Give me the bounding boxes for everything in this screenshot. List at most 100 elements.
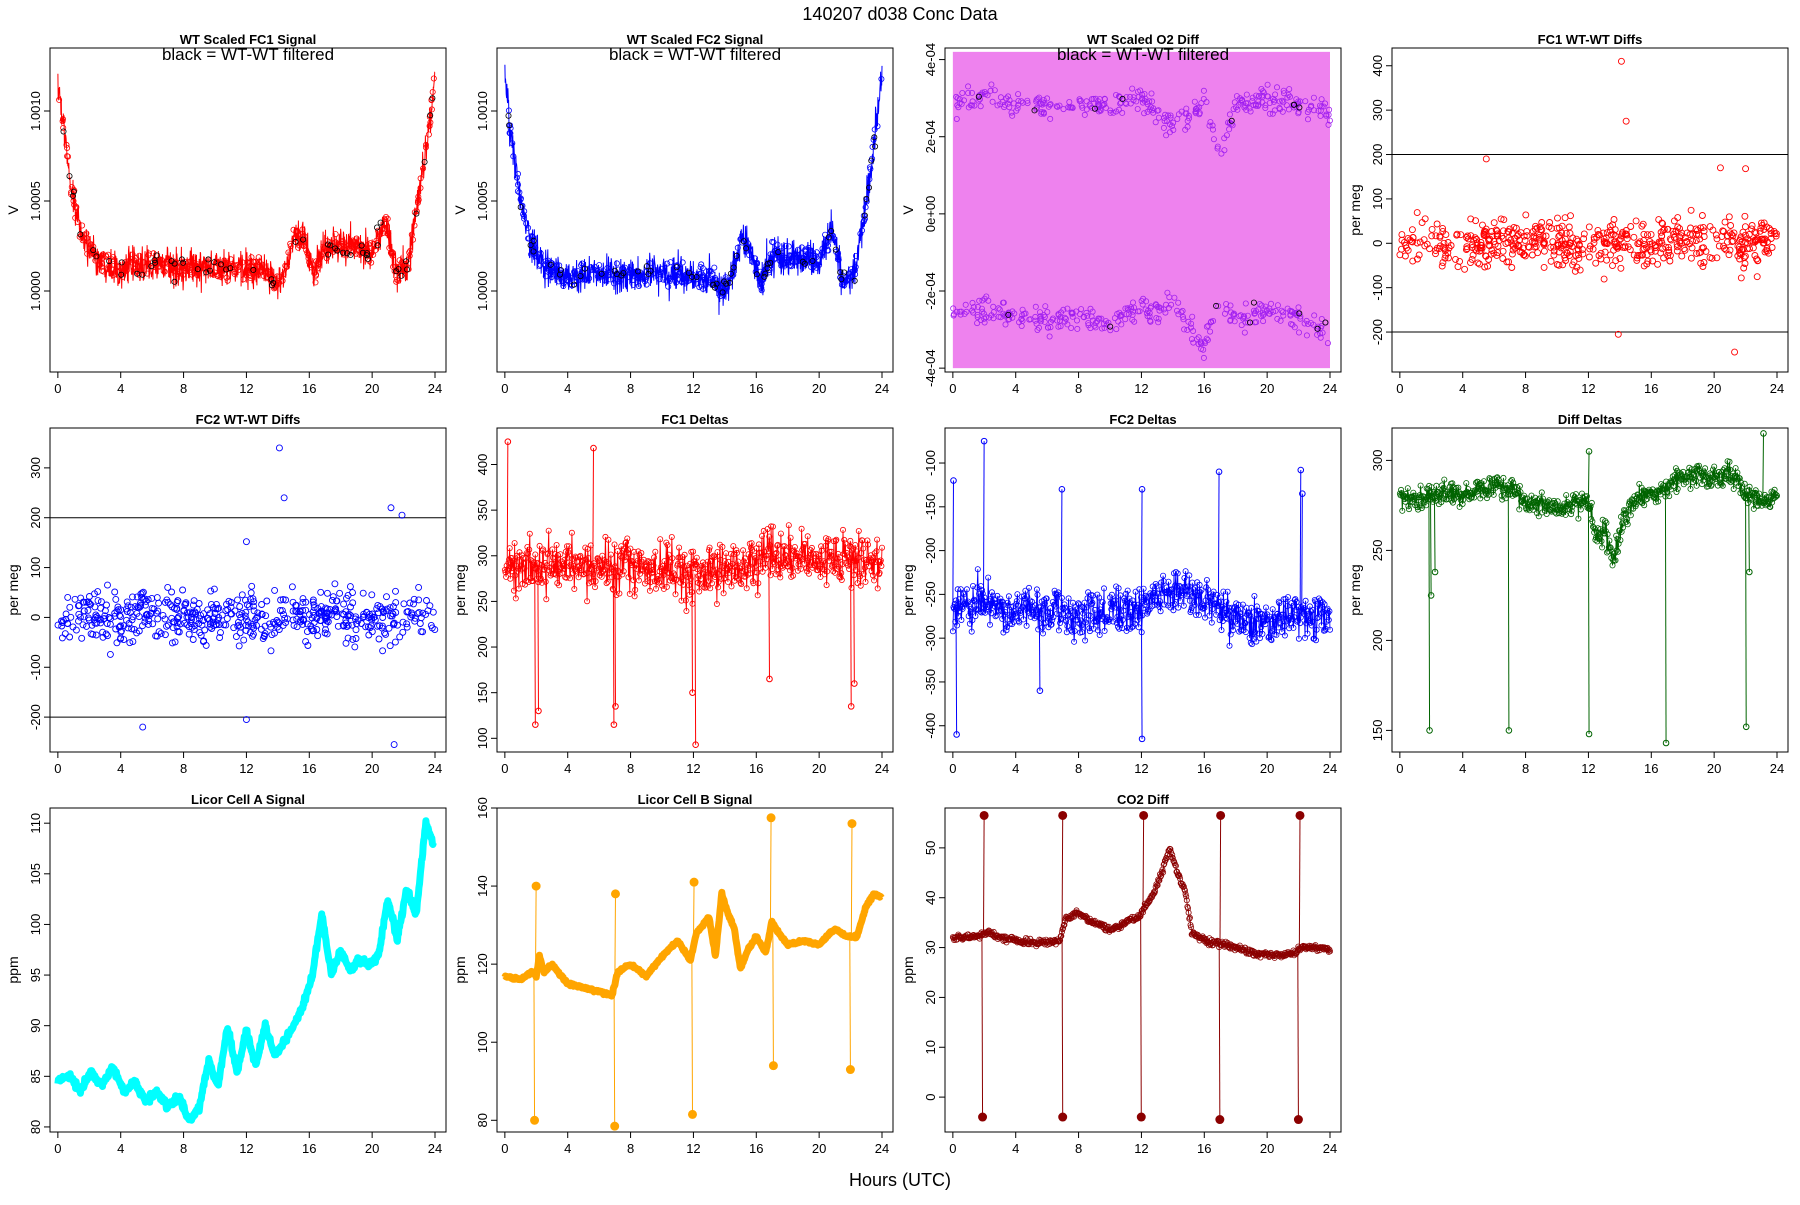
y-axis-label: V (900, 205, 916, 215)
signal-point (668, 260, 673, 265)
data-point (1645, 232, 1651, 238)
plot-area (505, 65, 884, 315)
data-point (289, 584, 295, 590)
y-tick-label: 95 (28, 968, 43, 982)
x-tick-label: 8 (1522, 761, 1529, 776)
data-point (1458, 232, 1464, 238)
data-point (1671, 218, 1677, 224)
data-point (1548, 258, 1554, 264)
data-point (1462, 266, 1468, 272)
data-point (427, 603, 433, 609)
x-tick-label: 20 (365, 761, 379, 776)
data-point (190, 637, 196, 643)
x-tick-label: 20 (812, 381, 826, 396)
x-tick-label: 24 (1323, 761, 1337, 776)
x-tick-label: 12 (686, 381, 700, 396)
data-point (1399, 232, 1405, 238)
data-point (369, 592, 375, 598)
data-point (1586, 224, 1592, 230)
x-tick-label: 24 (1323, 381, 1337, 396)
panel-annotation: black = WT-WT filtered (609, 45, 781, 64)
x-tick-label: 24 (1770, 381, 1784, 396)
data-point (1500, 256, 1506, 262)
signal-point (431, 76, 436, 81)
data-point (162, 632, 168, 638)
spike-line (769, 559, 770, 679)
data-point (1402, 253, 1408, 259)
data-point (1675, 215, 1681, 221)
data-point (384, 594, 390, 600)
data-point (397, 634, 403, 640)
panel-title: FC1 Deltas (661, 412, 728, 427)
data-point (1475, 260, 1481, 266)
x-tick-label: 12 (1581, 381, 1595, 396)
x-tick-label: 4 (117, 381, 124, 396)
y-tick-label: -100 (923, 450, 938, 476)
data-point (1434, 221, 1440, 227)
spike-line (695, 574, 696, 745)
spike-line (984, 441, 985, 603)
panel-title: FC2 Deltas (1109, 412, 1176, 427)
data-point (1688, 207, 1694, 213)
spike-point (688, 1110, 696, 1118)
y-tick-label: 0 (28, 614, 43, 621)
y-tick-label: 300 (28, 457, 43, 479)
x-tick-label: 20 (365, 381, 379, 396)
x-tick-label: 12 (686, 761, 700, 776)
x-tick-label: 12 (1134, 761, 1148, 776)
data-point (272, 587, 278, 593)
y-tick-label: 150 (475, 682, 490, 704)
data-point (67, 604, 73, 610)
spike-line (854, 557, 855, 684)
plot-frame (50, 48, 446, 372)
signal-point (823, 232, 828, 237)
y-tick-label: 120 (475, 953, 490, 975)
signal-point (515, 171, 520, 176)
x-tick-label: 12 (239, 1141, 253, 1156)
x-tick-label: 0 (54, 1141, 61, 1156)
y-tick-label: 400 (1370, 55, 1385, 77)
data-point (382, 630, 388, 636)
plot-area (1397, 431, 1779, 746)
figure-title: 140207 d038 Conc Data (802, 4, 998, 24)
y-tick-label: 160 (475, 797, 490, 819)
data-point (65, 594, 71, 600)
data-point (404, 621, 410, 627)
data-point (1601, 276, 1607, 282)
spike-line (1763, 433, 1764, 499)
y-axis-label: V (5, 205, 21, 215)
y-tick-label: 100 (28, 914, 43, 936)
plot-frame (50, 428, 446, 752)
x-tick-label: 8 (627, 381, 634, 396)
y-tick-label: 150 (1370, 720, 1385, 742)
spike-point (690, 878, 698, 886)
outlier-point (1618, 58, 1624, 64)
data-point (237, 604, 243, 610)
data-point (81, 608, 87, 614)
data-point (1618, 265, 1624, 271)
data-point (386, 625, 392, 631)
y-axis-label: per meg (5, 564, 21, 615)
data-point (1570, 235, 1576, 241)
x-tick-label: 8 (1075, 761, 1082, 776)
data-point (1541, 248, 1547, 254)
x-tick-label: 4 (564, 761, 571, 776)
y-tick-label: -150 (923, 494, 938, 520)
data-point (235, 597, 241, 603)
x-tick-label: 24 (428, 1141, 442, 1156)
data-point (1419, 220, 1425, 226)
data-point (343, 640, 349, 646)
y-tick-label: 200 (28, 507, 43, 529)
x-tick-label: 16 (302, 761, 316, 776)
x-tick-label: 24 (875, 1141, 889, 1156)
panel-title: FC2 WT-WT Diffs (196, 412, 301, 427)
data-point (416, 584, 422, 590)
data-point (1523, 212, 1529, 218)
data-point (86, 615, 92, 621)
x-tick-label: 24 (428, 761, 442, 776)
spike-point (611, 890, 619, 898)
